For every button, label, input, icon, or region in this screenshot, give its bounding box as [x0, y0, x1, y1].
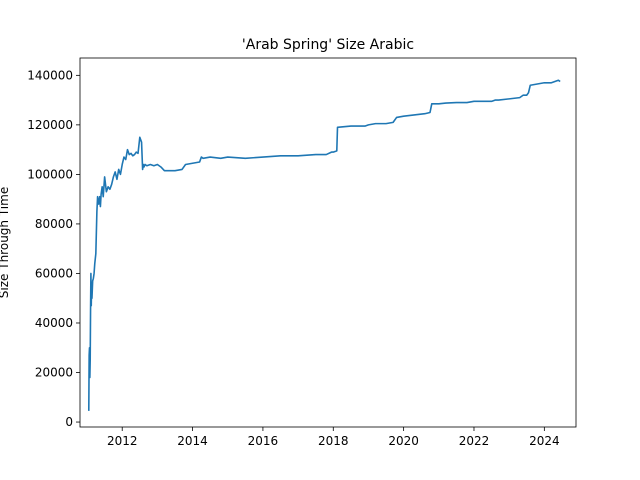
axes-frame — [79, 57, 577, 428]
x-tick-label: 2024 — [529, 434, 560, 448]
x-tick-label: 2014 — [177, 434, 208, 448]
x-tick-label: 2020 — [388, 434, 419, 448]
x-tick-label: 2016 — [248, 434, 279, 448]
y-tick-label: 120000 — [27, 118, 73, 132]
chart-title: 'Arab Spring' Size Arabic — [242, 37, 414, 53]
axes: 2012 2014 2016 2018 2020 2022 2024 0 20000 40000 6… — [27, 57, 577, 448]
y-tick-label: 60000 — [35, 266, 73, 280]
y-tick-label: 40000 — [35, 316, 73, 330]
y-tick-label: 140000 — [27, 68, 73, 82]
y-tick-label: 0 — [65, 415, 73, 429]
x-tick-label: 2012 — [107, 434, 138, 448]
series-layer — [87, 79, 561, 411]
y-tick-label: 80000 — [35, 217, 73, 231]
x-tick-label: 2018 — [318, 434, 349, 448]
series-line-0 — [87, 79, 561, 411]
plot-area — [80, 58, 576, 427]
y-tick-label: 20000 — [35, 366, 73, 380]
x-tick-label: 2022 — [459, 434, 490, 448]
y-axis-label: Size Through Time — [0, 187, 11, 298]
plot-background — [80, 58, 576, 427]
y-tick-label: 100000 — [27, 167, 73, 181]
